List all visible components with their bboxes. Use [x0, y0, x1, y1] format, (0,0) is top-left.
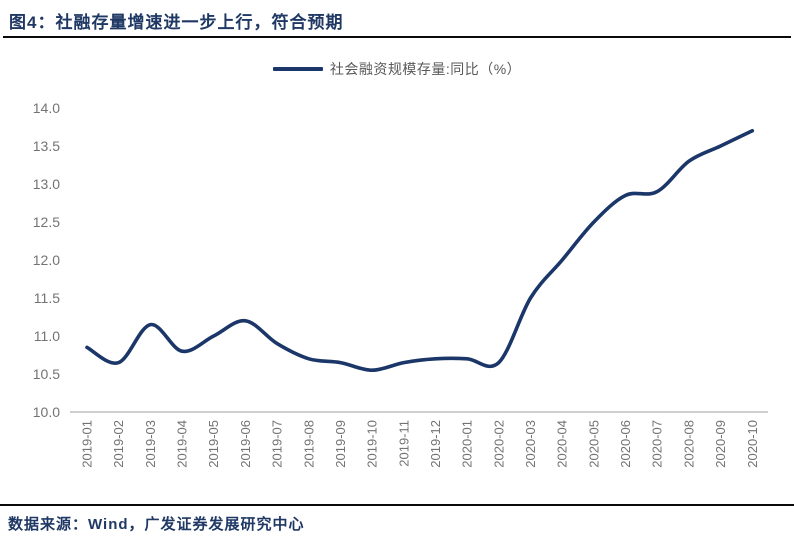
x-tick-label: 2019-01 — [80, 420, 95, 468]
y-tick-label: 10.0 — [33, 404, 60, 420]
x-tick-label: 2020-10 — [745, 420, 760, 468]
y-tick-label: 14.0 — [33, 100, 60, 116]
x-tick-label: 2019-08 — [301, 420, 316, 468]
x-tick-label: 2019-09 — [333, 420, 348, 468]
source-note: 数据来源：Wind，广发证券发展研究中心 — [8, 516, 305, 533]
legend-line-swatch — [272, 67, 323, 71]
x-tick-label: 2019-07 — [270, 420, 285, 468]
x-tick-label: 2020-05 — [586, 420, 601, 468]
x-tick-label: 2020-08 — [681, 420, 696, 468]
y-tick-label: 13.0 — [33, 176, 60, 192]
x-tick-label: 2019-03 — [143, 420, 158, 468]
series-line-shexiangrongzi — [85, 129, 755, 372]
x-axis-labels: 2019-01 2019-02 2019-03 2019-04 2019-05 2019-… — [80, 420, 760, 468]
y-tick-label: 13.5 — [33, 138, 60, 154]
x-tick-label: 2020-07 — [650, 420, 665, 468]
y-axis-labels: 10.0 10.5 11.0 11.5 12.0 12.5 13.0 13.5 14.0 — [33, 100, 60, 420]
figure-header: 图4：社融存量增速进一步上行，符合预期 — [3, 0, 791, 38]
y-tick-label: 12.0 — [33, 252, 60, 268]
x-tick-label: 2020-06 — [618, 420, 633, 468]
y-tick-label: 11.0 — [34, 328, 60, 344]
x-tick-label: 2019-11 — [396, 420, 411, 467]
x-tick-label: 2019-04 — [175, 420, 190, 468]
x-tick-label: 2020-03 — [523, 420, 538, 468]
x-tick-label: 2020-02 — [491, 420, 506, 468]
y-tick-label: 10.5 — [33, 366, 60, 382]
x-tick-label: 2020-09 — [713, 420, 728, 468]
legend-label: 社会融资规模存量:同比（%） — [329, 61, 522, 77]
legend: 社会融资规模存量:同比（%） — [0, 58, 794, 80]
x-tick-label: 2020-01 — [460, 420, 475, 468]
y-tick-label: 12.5 — [33, 214, 60, 230]
x-tick-label: 2019-12 — [428, 420, 443, 468]
x-tick-label: 2019-06 — [238, 420, 253, 468]
x-tick-label: 2019-02 — [111, 420, 126, 468]
x-tick-label: 2019-05 — [206, 420, 221, 468]
figure-footer: 数据来源：Wind，广发证券发展研究中心 — [0, 504, 794, 534]
x-tick-label: 2020-04 — [555, 420, 570, 468]
figure-title: 图4：社融存量增速进一步上行，符合预期 — [9, 13, 344, 32]
x-tick-label: 2019-10 — [365, 420, 380, 468]
y-tick-label: 11.5 — [34, 290, 60, 306]
